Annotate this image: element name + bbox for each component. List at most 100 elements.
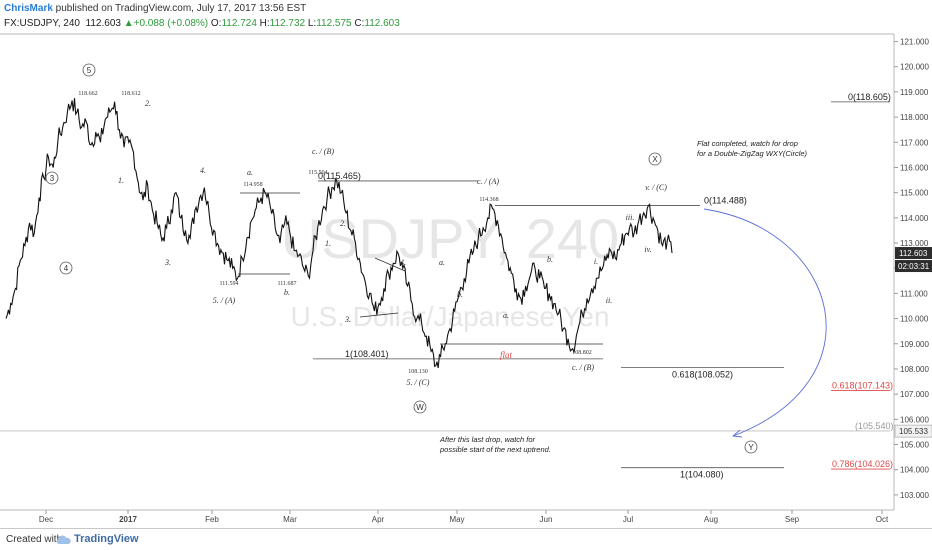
wave-label: c. / (B) bbox=[572, 363, 594, 372]
swing-price-label: 111.594 bbox=[219, 281, 238, 287]
price-chart[interactable]: USDJPY, 240 U.S. Dollar/Japanese Yen 0(1… bbox=[0, 0, 932, 528]
swing-price-label: 118.612 bbox=[121, 91, 140, 97]
up-arrow-icon: ▲ bbox=[123, 18, 134, 29]
wave-label: 2. bbox=[145, 99, 151, 108]
price-tags: 112.603 02:03:31 105.533 bbox=[894, 247, 932, 438]
swing-price-label: 108.802 bbox=[572, 350, 592, 356]
fib-level-label: 0.786(104.026) bbox=[832, 459, 893, 469]
last-price: 112.603 bbox=[85, 18, 121, 29]
projection-arrow-head bbox=[731, 429, 743, 438]
price-tick-label: 106.000 bbox=[900, 415, 929, 424]
projection-curve bbox=[703, 208, 827, 437]
wave-label: c. / (B) bbox=[312, 147, 334, 156]
price-tick-label: 121.000 bbox=[900, 38, 929, 47]
footer: Created with TradingView bbox=[0, 528, 932, 551]
time-tick-label: Sep bbox=[785, 515, 800, 524]
high-value: 112.732 bbox=[269, 18, 306, 29]
fib-level-label: 0.618(107.143) bbox=[832, 381, 893, 391]
time-tick-label: May bbox=[449, 515, 464, 524]
wave-label: 5. / (A) bbox=[213, 296, 236, 305]
open-label: O: bbox=[210, 18, 222, 29]
wave-label: 4. bbox=[400, 258, 406, 267]
price-tick-label: 115.000 bbox=[900, 189, 929, 198]
tradingview-brand[interactable]: TradingView bbox=[74, 533, 139, 545]
close-label: C: bbox=[354, 18, 365, 29]
wave-label: 3. bbox=[164, 258, 171, 267]
wave-label: 5. / (C) bbox=[407, 378, 430, 387]
time-tick-label: Apr bbox=[372, 515, 385, 524]
analysis-note: possible start of the next uptrend. bbox=[439, 445, 551, 454]
wave-label: iv. bbox=[644, 245, 651, 254]
price-tick-label: 108.000 bbox=[900, 365, 929, 374]
fib-level-label: 1(104.080) bbox=[680, 470, 724, 480]
created-with-text: Created with bbox=[6, 534, 63, 545]
last-price-tag-text: 112.603 bbox=[899, 249, 928, 258]
price-axis[interactable]: 103.000 104.000 105.000 106.000 107.000 108.0… bbox=[0, 33, 929, 510]
price-tick-label: 107.000 bbox=[900, 390, 929, 399]
watermark-symbol: USDJPY, 240 bbox=[281, 207, 619, 270]
wave-degree-circle bbox=[744, 440, 758, 454]
wave-label: b. bbox=[547, 255, 553, 264]
price-tick-label: 104.000 bbox=[900, 466, 929, 475]
time-axis[interactable]: Dec 2017 Feb Mar Apr May Jun Jul Aug Sep Oct bbox=[0, 509, 894, 524]
tradingview-cloud-icon bbox=[56, 535, 71, 544]
price-change: +0.088 (+0.08%) bbox=[133, 18, 209, 29]
time-tick-label: Feb bbox=[205, 515, 219, 524]
wave-degree-label: W bbox=[416, 403, 424, 412]
price-tick-label: 116.000 bbox=[900, 163, 929, 172]
wave-trend-line bbox=[359, 312, 399, 318]
wave-degree-circle bbox=[45, 171, 59, 185]
price-tick-label: 109.000 bbox=[900, 340, 929, 349]
high-label: H: bbox=[259, 18, 270, 29]
wave-label: 2. bbox=[340, 219, 346, 228]
wave-label: b. bbox=[284, 288, 290, 297]
publish-info: ChrisMark published on TradingView.com, … bbox=[4, 3, 306, 14]
wave-degree-label: Y bbox=[748, 443, 754, 452]
wave-label: 4. bbox=[200, 166, 206, 175]
symbol-info: FX:USDJPY, 240 112.603 ▲+0.088 (+0.08%) … bbox=[4, 18, 400, 29]
countdown-tag bbox=[895, 260, 932, 273]
wave-label: 1. bbox=[118, 176, 124, 185]
last-price-tag bbox=[895, 247, 932, 260]
time-tick-label: Oct bbox=[876, 515, 889, 524]
wave-label: c. / (A) bbox=[477, 177, 499, 186]
wave-degree-label: 5 bbox=[87, 66, 92, 75]
fib-level-label: 1(108.401) bbox=[345, 349, 389, 359]
swing-price-label: 114.958 bbox=[243, 182, 262, 188]
wave-degree-label: X bbox=[652, 155, 658, 164]
low-value: 112.575 bbox=[316, 18, 352, 29]
fib-level-label: 0(114.488) bbox=[704, 196, 747, 206]
swing-price-label: 108.130 bbox=[408, 369, 428, 375]
time-tick-label: Jun bbox=[540, 515, 553, 524]
wave-label: 1. bbox=[325, 239, 331, 248]
swing-price-label: 114.368 bbox=[479, 197, 498, 203]
watermark: USDJPY, 240 U.S. Dollar/Japanese Yen bbox=[281, 207, 619, 332]
wave-degree-circle bbox=[413, 400, 427, 414]
price-tick-label: 110.000 bbox=[900, 315, 929, 324]
price-tick-label: 105.000 bbox=[900, 441, 929, 450]
time-tick-label: Mar bbox=[283, 515, 297, 524]
annotation-labels: 0(115.465) 0(114.488) 1(108.401) 0.618(108.… bbox=[45, 63, 894, 480]
chart-header: ChrisMark published on TradingView.com, … bbox=[0, 0, 932, 34]
wave-label: iii. bbox=[626, 213, 635, 222]
price-tick-label: 111.000 bbox=[900, 289, 928, 298]
low-label: L: bbox=[307, 18, 317, 29]
swing-price-label: 115.504 bbox=[308, 170, 327, 176]
fib-level-label: 0(115.465) bbox=[318, 171, 361, 181]
swing-price-label: 111.687 bbox=[277, 281, 296, 287]
wave-label: a. bbox=[247, 168, 253, 177]
watermark-name: U.S. Dollar/Japanese Yen bbox=[290, 301, 609, 332]
price-tick-label: 120.000 bbox=[900, 63, 929, 72]
wave-degree-label: 3 bbox=[50, 174, 55, 183]
wave-degree-label: 4 bbox=[64, 264, 69, 273]
author-link[interactable]: ChrisMark bbox=[4, 3, 53, 14]
open-value: 112.724 bbox=[221, 18, 257, 29]
price-series-line bbox=[5, 98, 673, 369]
wave-label: 3. bbox=[344, 315, 351, 324]
level-price-tag bbox=[894, 424, 932, 438]
price-tick-label: 118.000 bbox=[900, 113, 929, 122]
price-tick-label: 119.000 bbox=[900, 88, 929, 97]
price-tick-label: 117.000 bbox=[900, 138, 929, 147]
analysis-note: Flat completed, watch for drop bbox=[697, 139, 798, 148]
wave-label: v. / (C) bbox=[645, 183, 667, 192]
